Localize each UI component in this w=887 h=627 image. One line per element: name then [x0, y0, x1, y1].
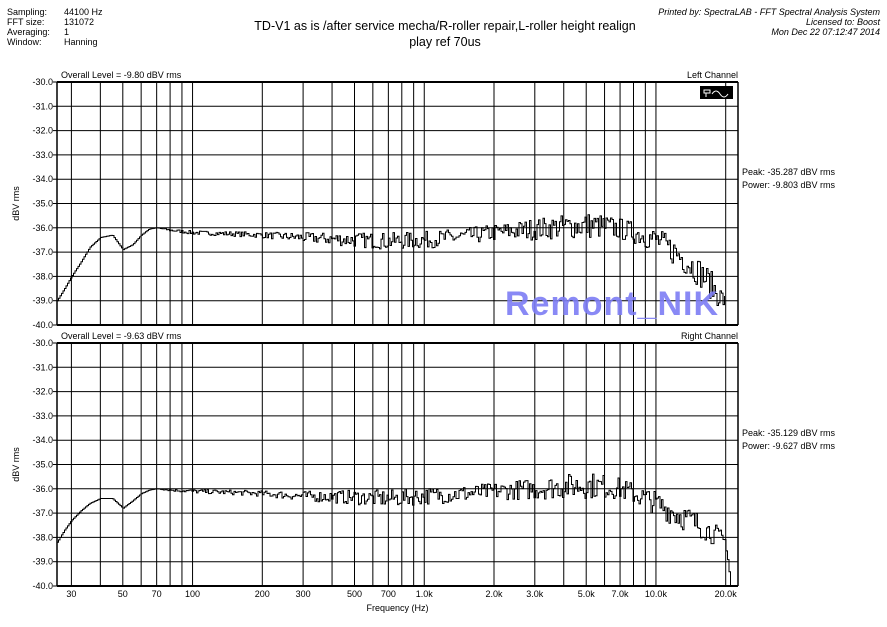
y-tick-label: -40.0 [32, 581, 53, 591]
x-tick-label: 20.0k [715, 589, 738, 599]
info-label: Sampling: [7, 7, 48, 17]
info-row: Window: Hanning [7, 37, 103, 47]
y-axis-label: dBV rms [11, 186, 21, 221]
overall-level: Overall Level = -9.63 dBV rms [61, 331, 182, 341]
overall-level: Overall Level = -9.80 dBV rms [61, 70, 182, 80]
y-tick-label: -30.0 [32, 338, 53, 348]
x-tick-label: 100 [185, 589, 200, 599]
printed-by-line: Printed by: SpectraLAB - FFT Spectral An… [658, 7, 880, 17]
x-tick-label: 70 [152, 589, 162, 599]
spectrum-trace [57, 473, 731, 586]
y-tick-label: -37.0 [32, 508, 53, 518]
waveform-icon [703, 89, 729, 98]
x-tick-label: 500 [347, 589, 362, 599]
print-date: Mon Dec 22 07:12:47 2014 [771, 27, 880, 37]
spectrum-trace [57, 214, 725, 307]
y-tick-label: -32.0 [32, 126, 53, 136]
power-readout: Power: -9.627 dBV rms [742, 441, 836, 451]
peak-readout: Peak: -35.129 dBV rms [742, 428, 836, 438]
y-tick-label: -36.0 [32, 484, 53, 494]
info-value: 131072 [64, 17, 95, 27]
x-tick-label: 7.0k [612, 589, 630, 599]
x-tick-label: 5.0k [578, 589, 596, 599]
info-label: FFT size: [7, 17, 45, 27]
info-row: FFT size: 131072 [7, 17, 103, 27]
power-readout: Power: -9.803 dBV rms [742, 180, 836, 190]
printed-by: Printed by: SpectraLAB - FFT Spectral An… [658, 7, 880, 37]
y-tick-label: -38.0 [32, 532, 53, 542]
y-tick-label: -35.0 [32, 199, 53, 209]
x-tick-label: 300 [296, 589, 311, 599]
chart-title: TD-V1 as is /after service mecha/R-rolle… [180, 18, 710, 50]
y-tick-label: -38.0 [32, 271, 53, 281]
display-mode-icon [700, 86, 733, 99]
info-row: Averaging: 1 [7, 27, 103, 37]
title-line-1: TD-V1 as is /after service mecha/R-rolle… [254, 19, 636, 33]
info-row: Sampling: 44100 Hz [7, 7, 103, 17]
info-label: Averaging: [7, 27, 50, 37]
watermark: Remont_NIK [505, 285, 720, 323]
y-tick-label: -39.0 [32, 557, 53, 567]
info-value: 1 [64, 27, 70, 37]
x-tick-label: 700 [381, 589, 396, 599]
x-tick-label: 1.0k [416, 589, 434, 599]
y-tick-label: -40.0 [32, 320, 53, 330]
channel-label: Right Channel [681, 331, 738, 341]
y-tick-label: -30.0 [32, 77, 53, 87]
info-value: 44100 Hz [64, 7, 103, 17]
y-tick-label: -39.0 [32, 296, 53, 306]
y-tick-label: -32.0 [32, 387, 53, 397]
y-tick-label: -35.0 [32, 460, 53, 470]
y-tick-label: -31.0 [32, 362, 53, 372]
y-tick-label: -31.0 [32, 101, 53, 111]
info-label: Window: [7, 37, 42, 47]
info-value: Hanning [64, 37, 98, 47]
x-tick-label: 50 [118, 589, 128, 599]
channel-label: Left Channel [687, 70, 738, 80]
x-tick-label: 3.0k [526, 589, 544, 599]
license-line: Licensed to: Boost [805, 17, 880, 27]
y-tick-label: -34.0 [32, 174, 53, 184]
analysis-info: Sampling: 44100 Hz FFT size: 131072 Averagin… [7, 7, 103, 47]
x-tick-label: 30 [66, 589, 76, 599]
peak-readout: Peak: -35.287 dBV rms [742, 167, 836, 177]
y-tick-label: -33.0 [32, 411, 53, 421]
x-tick-label: 2.0k [485, 589, 503, 599]
x-tick-label: 200 [255, 589, 270, 599]
x-tick-label: 10.0k [645, 589, 668, 599]
y-tick-label: -37.0 [32, 247, 53, 257]
y-axis-label: dBV rms [11, 447, 21, 482]
y-tick-label: -33.0 [32, 150, 53, 160]
y-tick-label: -36.0 [32, 223, 53, 233]
y-tick-label: -34.0 [32, 435, 53, 445]
title-line-2: play ref 70us [409, 35, 481, 49]
x-axis-label: Frequency (Hz) [366, 603, 428, 613]
